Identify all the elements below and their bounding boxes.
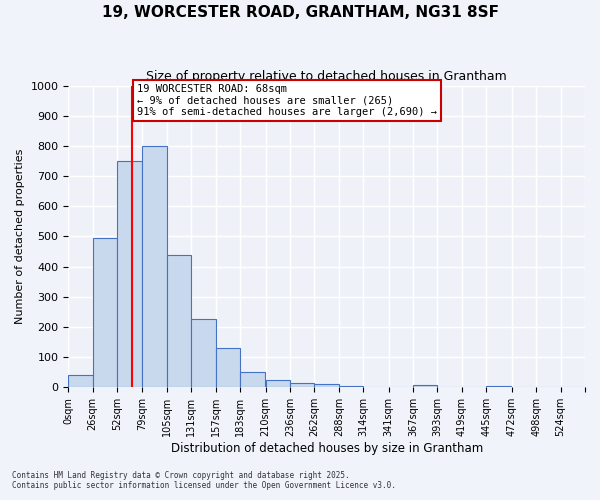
Bar <box>487 386 511 388</box>
Bar <box>413 385 437 388</box>
Text: 19, WORCESTER ROAD, GRANTHAM, NG31 8SF: 19, WORCESTER ROAD, GRANTHAM, NG31 8SF <box>101 5 499 20</box>
Bar <box>339 386 363 388</box>
Y-axis label: Number of detached properties: Number of detached properties <box>15 149 25 324</box>
Bar <box>167 254 191 388</box>
Bar <box>117 161 142 388</box>
X-axis label: Distribution of detached houses by size in Grantham: Distribution of detached houses by size … <box>170 442 483 455</box>
Bar <box>191 320 216 388</box>
Bar <box>93 238 117 388</box>
Text: 19 WORCESTER ROAD: 68sqm
← 9% of detached houses are smaller (265)
91% of semi-d: 19 WORCESTER ROAD: 68sqm ← 9% of detache… <box>137 84 437 117</box>
Title: Size of property relative to detached houses in Grantham: Size of property relative to detached ho… <box>146 70 507 83</box>
Bar <box>314 384 339 388</box>
Bar <box>68 376 93 388</box>
Bar <box>290 383 314 388</box>
Bar <box>240 372 265 388</box>
Bar <box>266 380 290 388</box>
Bar <box>216 348 240 388</box>
Text: Contains HM Land Registry data © Crown copyright and database right 2025.
Contai: Contains HM Land Registry data © Crown c… <box>12 470 396 490</box>
Bar <box>142 146 167 388</box>
